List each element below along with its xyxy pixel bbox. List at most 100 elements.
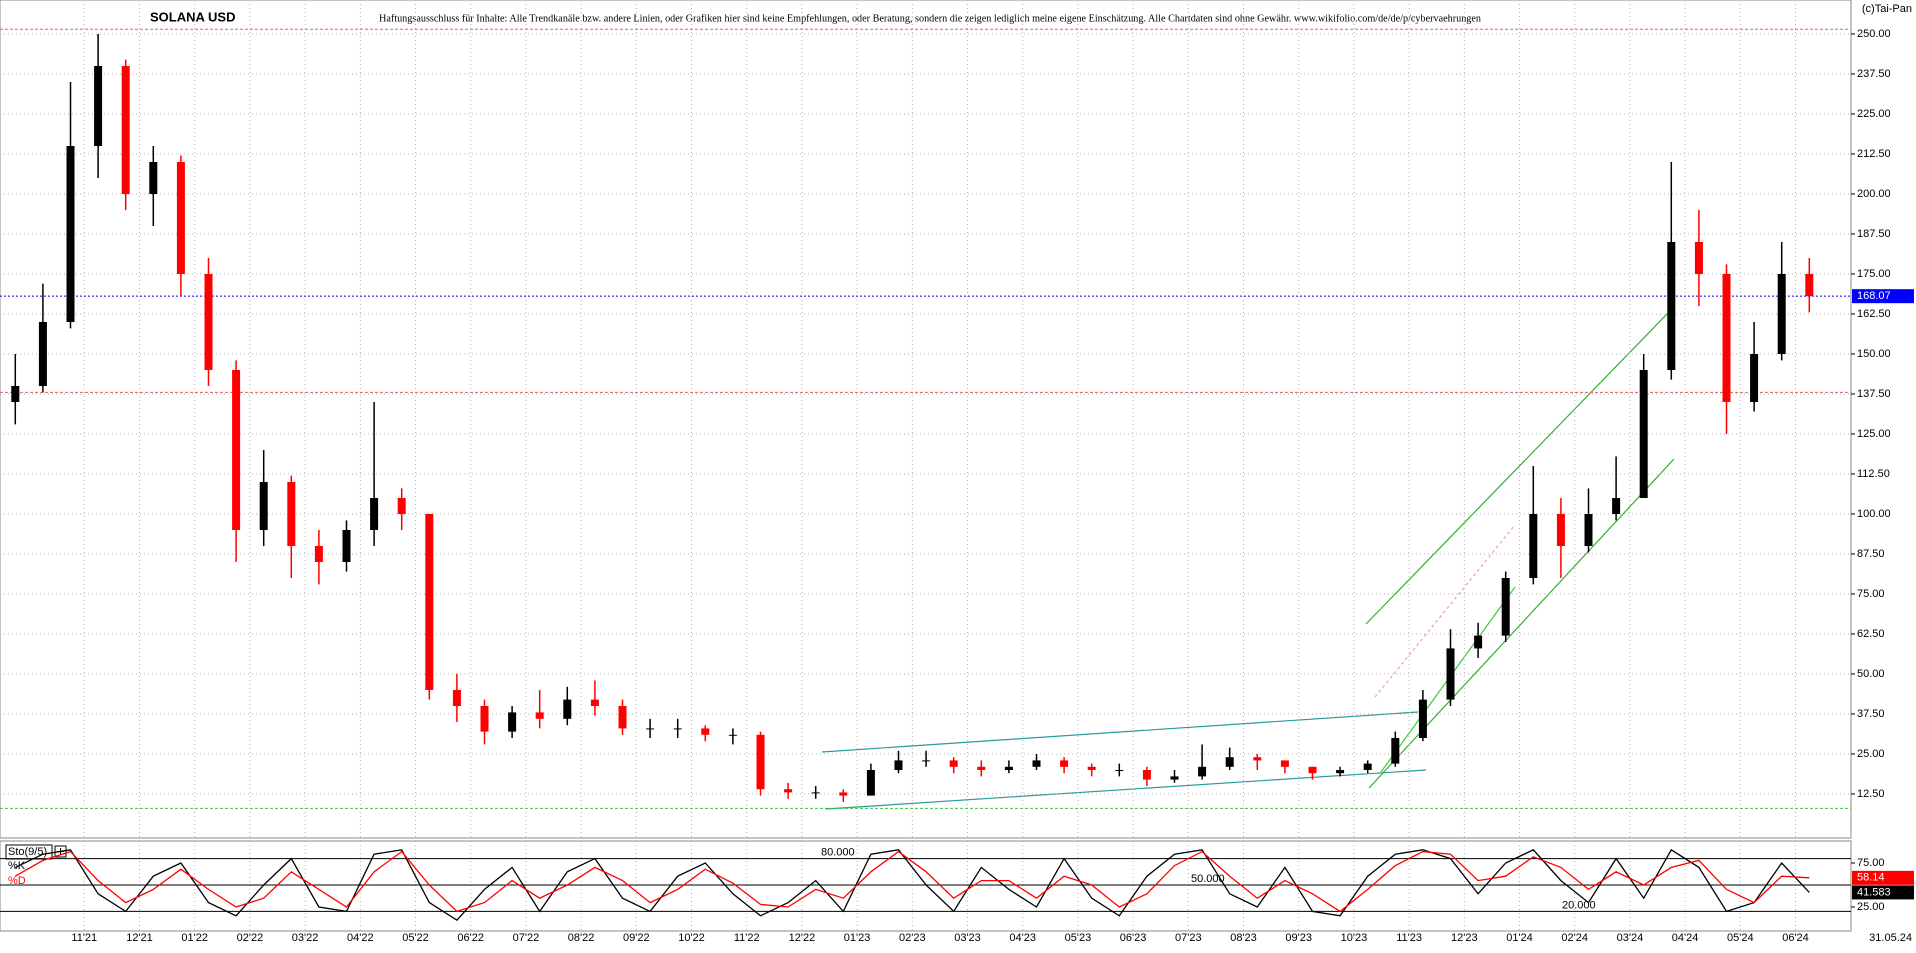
- candle-body: [1060, 760, 1069, 767]
- x-tick-label: 01'23: [844, 932, 871, 944]
- x-tick-label: 04'23: [1009, 932, 1036, 944]
- candle-body: [839, 792, 848, 796]
- candle-body: [866, 770, 875, 796]
- candle-body: [618, 706, 627, 729]
- grid: [0, 0, 1851, 931]
- candle-body: [1115, 770, 1124, 771]
- last-price-label: 168.07: [1857, 290, 1891, 302]
- candle-body: [287, 482, 296, 546]
- last-price-box: [1852, 289, 1914, 304]
- candle-body: [1225, 757, 1234, 767]
- candle-body: [728, 734, 737, 736]
- stochastic-line: [15, 848, 1810, 922]
- candle-body: [1722, 274, 1731, 402]
- y-tick-label: 75.00: [1857, 857, 1885, 869]
- x-tick-label: 09'23: [1285, 932, 1312, 944]
- candle-body: [1336, 770, 1345, 774]
- candle-body: [1584, 514, 1593, 546]
- x-tick-label: 07'23: [1175, 932, 1202, 944]
- candle-body: [977, 766, 986, 770]
- trendline: [821, 711, 1419, 753]
- x-tick-label: 06'22: [457, 932, 484, 944]
- candle-body: [1004, 766, 1013, 770]
- value-box: [1852, 870, 1914, 885]
- end-date: 31.05.24: [1869, 932, 1912, 944]
- x-tick-label: 02'23: [899, 932, 926, 944]
- indicator-title: Sto(9/5): [8, 846, 47, 858]
- candle-body: [11, 386, 20, 402]
- y-tick-label: 137.50: [1857, 388, 1891, 400]
- candle-body: [38, 322, 47, 386]
- x-tick-label: 12'22: [789, 932, 816, 944]
- candle-body: [1087, 766, 1096, 770]
- candle-body: [508, 712, 517, 732]
- x-tick-label: 11'22: [734, 932, 760, 944]
- price-panel: [0, 0, 1852, 839]
- candle-body: [1418, 699, 1427, 738]
- value-box-label: 41.583: [1857, 886, 1891, 898]
- candle-body: [1694, 242, 1703, 274]
- trendline: [1365, 311, 1670, 625]
- legend-entry: %D: [8, 875, 26, 887]
- candle-body: [894, 760, 903, 770]
- value-box-label: 58.14: [1857, 872, 1885, 884]
- candle-body: [94, 66, 103, 146]
- x-tick-label: 09'22: [623, 932, 650, 944]
- candle-body: [1142, 770, 1151, 780]
- candle-body: [811, 792, 820, 794]
- candle-body: [259, 482, 268, 530]
- candle-body: [370, 498, 379, 530]
- candle-body: [1612, 498, 1621, 514]
- candle-body: [66, 146, 75, 322]
- y-tick-label: 200.00: [1857, 188, 1891, 200]
- candle-body: [1308, 766, 1317, 774]
- candle-body: [1556, 514, 1565, 546]
- x-tick-label: 12'21: [126, 932, 153, 944]
- candle-body: [1777, 274, 1786, 354]
- x-tick-label: 11'21: [71, 932, 97, 944]
- x-tick-label: 03'23: [954, 932, 981, 944]
- candle-body: [646, 728, 655, 730]
- chart-title: SOLANA USD: [150, 9, 235, 24]
- y-tick-label: 175.00: [1857, 268, 1891, 280]
- x-tick-label: 11'23: [1396, 932, 1422, 944]
- candle-body: [1667, 242, 1676, 370]
- y-tick-label: 25.00: [1857, 748, 1885, 760]
- y-tick-label: 25.00: [1857, 901, 1885, 913]
- candle-body: [480, 706, 489, 732]
- candle-body: [425, 514, 434, 690]
- candle-body: [756, 734, 765, 790]
- y-tick-label: 225.00: [1857, 108, 1891, 120]
- candle-body: [1198, 766, 1207, 777]
- x-tick-label: 01'24: [1506, 932, 1533, 944]
- y-tick-label: 187.50: [1857, 228, 1891, 240]
- candle-body: [673, 728, 682, 730]
- candle-body: [1032, 760, 1041, 767]
- x-tick-label: 06'24: [1782, 932, 1809, 944]
- y-tick-label: 12.50: [1857, 788, 1885, 800]
- y-tick-label: 62.50: [1857, 628, 1885, 640]
- candle-body: [1280, 760, 1289, 767]
- x-tick-label: 05'23: [1065, 932, 1092, 944]
- y-tick-label: 87.50: [1857, 548, 1885, 560]
- level-label: 20.000: [1562, 899, 1596, 911]
- candle-body: [535, 712, 544, 719]
- y-tick-label: 162.50: [1857, 308, 1891, 320]
- level-label: 80.000: [821, 847, 855, 859]
- y-tick-label: 112.50: [1857, 468, 1890, 480]
- y-tick-label: 237.50: [1857, 68, 1891, 80]
- candle-body: [1805, 274, 1814, 297]
- x-tick-label: 06'23: [1120, 932, 1147, 944]
- y-tick-label: 100.00: [1857, 508, 1891, 520]
- x-tick-label: 05'22: [402, 932, 429, 944]
- x-tick-label: 04'22: [347, 932, 374, 944]
- candle-body: [176, 162, 185, 274]
- candle-body: [1446, 648, 1455, 700]
- x-tick-label: 08'23: [1230, 932, 1257, 944]
- candle-body: [149, 162, 158, 194]
- y-tick-label: 150.00: [1857, 348, 1891, 360]
- x-tick-label: 10'22: [678, 932, 705, 944]
- candle-body: [232, 370, 241, 530]
- candle-body: [1391, 738, 1400, 764]
